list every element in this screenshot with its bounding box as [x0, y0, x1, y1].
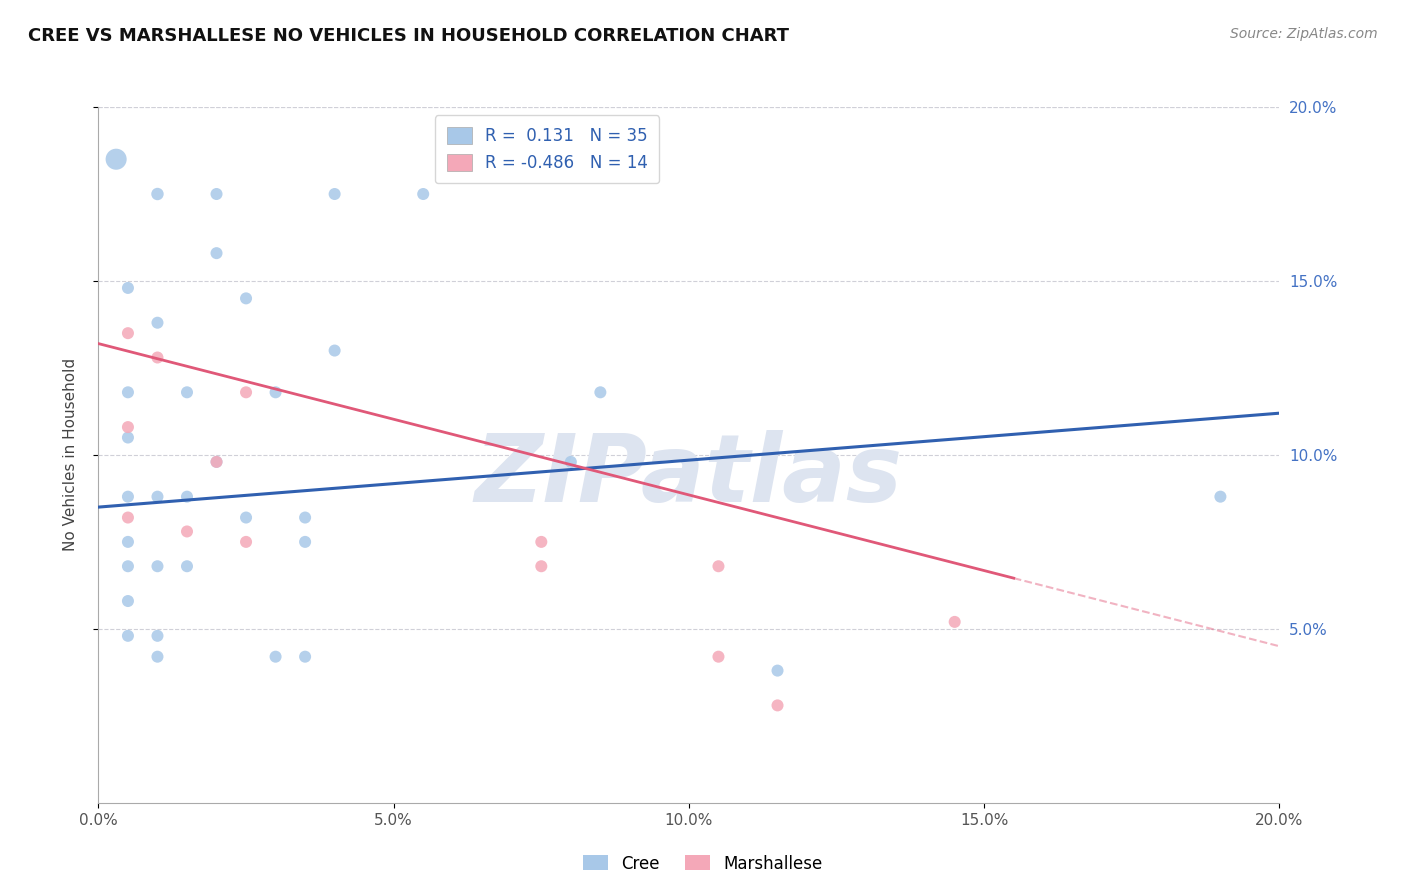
- Point: [146, 351, 169, 365]
- Point: [146, 490, 169, 504]
- Point: [560, 455, 582, 469]
- Point: [117, 534, 139, 549]
- Point: [205, 455, 228, 469]
- Point: [117, 326, 139, 340]
- Point: [117, 420, 139, 434]
- Point: [766, 698, 789, 713]
- Point: [294, 534, 316, 549]
- Legend: R =  0.131   N = 35, R = -0.486   N = 14: R = 0.131 N = 35, R = -0.486 N = 14: [434, 115, 659, 184]
- Text: CREE VS MARSHALLESE NO VEHICLES IN HOUSEHOLD CORRELATION CHART: CREE VS MARSHALLESE NO VEHICLES IN HOUSE…: [28, 27, 789, 45]
- Point: [117, 431, 139, 445]
- Point: [707, 559, 730, 574]
- Point: [117, 385, 139, 400]
- Point: [117, 281, 139, 295]
- Text: Source: ZipAtlas.com: Source: ZipAtlas.com: [1230, 27, 1378, 41]
- Point: [707, 649, 730, 664]
- Point: [294, 649, 316, 664]
- Point: [176, 385, 198, 400]
- Point: [146, 629, 169, 643]
- Point: [235, 291, 257, 305]
- Point: [1209, 490, 1232, 504]
- Point: [943, 615, 966, 629]
- Point: [117, 629, 139, 643]
- Point: [176, 490, 198, 504]
- Point: [146, 559, 169, 574]
- Text: ZIPatlas: ZIPatlas: [475, 430, 903, 522]
- Point: [264, 385, 287, 400]
- Point: [323, 343, 346, 358]
- Point: [264, 649, 287, 664]
- Point: [117, 594, 139, 608]
- Point: [176, 559, 198, 574]
- Point: [117, 559, 139, 574]
- Point: [176, 524, 198, 539]
- Point: [235, 385, 257, 400]
- Point: [117, 510, 139, 524]
- Point: [105, 152, 128, 166]
- Point: [205, 455, 228, 469]
- Point: [205, 246, 228, 260]
- Point: [205, 187, 228, 202]
- Point: [412, 187, 434, 202]
- Point: [323, 187, 346, 202]
- Y-axis label: No Vehicles in Household: No Vehicles in Household: [63, 359, 77, 551]
- Point: [235, 534, 257, 549]
- Point: [117, 490, 139, 504]
- Point: [530, 559, 553, 574]
- Point: [766, 664, 789, 678]
- Point: [294, 510, 316, 524]
- Point: [146, 316, 169, 330]
- Point: [530, 534, 553, 549]
- Point: [235, 510, 257, 524]
- Point: [589, 385, 612, 400]
- Point: [146, 187, 169, 202]
- Legend: Cree, Marshallese: Cree, Marshallese: [576, 848, 830, 880]
- Point: [146, 649, 169, 664]
